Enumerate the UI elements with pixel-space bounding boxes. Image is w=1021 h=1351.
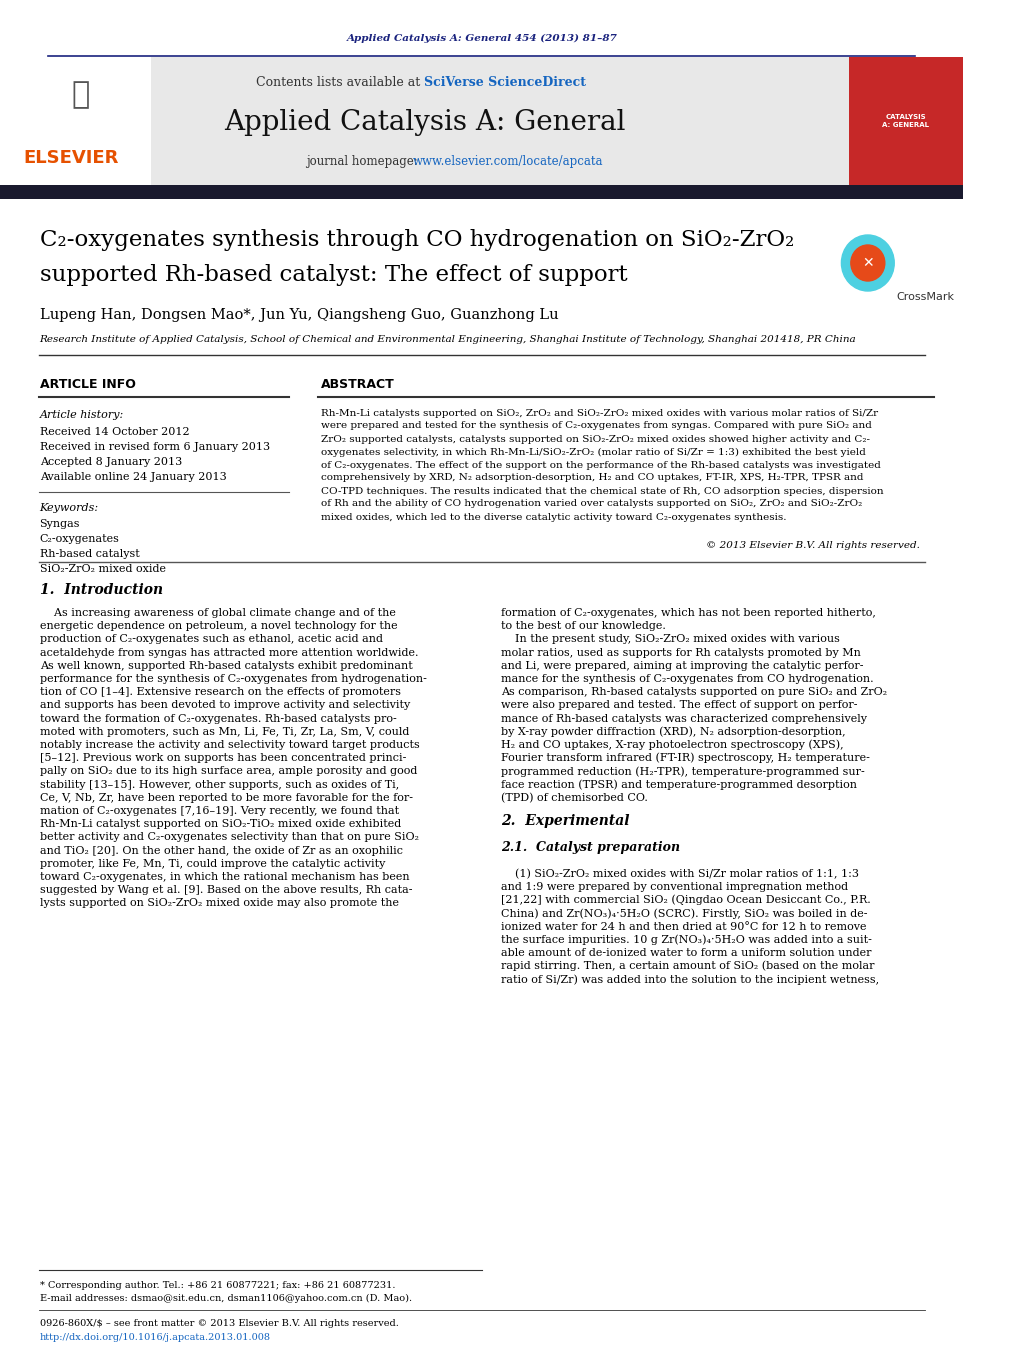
Text: Syngas: Syngas [40, 519, 80, 530]
Text: moted with promoters, such as Mn, Li, Fe, Ti, Zr, La, Sm, V, could: moted with promoters, such as Mn, Li, Fe… [40, 727, 409, 736]
Text: to the best of our knowledge.: to the best of our knowledge. [501, 621, 666, 631]
Text: were also prepared and tested. The effect of support on perfor-: were also prepared and tested. The effec… [501, 700, 858, 711]
Text: by X-ray powder diffraction (XRD), N₂ adsorption-desorption,: by X-ray powder diffraction (XRD), N₂ ad… [501, 727, 845, 738]
Text: C₂-oxygenates synthesis through CO hydrogenation on SiO₂-ZrO₂: C₂-oxygenates synthesis through CO hydro… [40, 230, 794, 251]
Text: http://dx.doi.org/10.1016/j.apcata.2013.01.008: http://dx.doi.org/10.1016/j.apcata.2013.… [40, 1333, 271, 1343]
Text: lysts supported on SiO₂-ZrO₂ mixed oxide may also promote the: lysts supported on SiO₂-ZrO₂ mixed oxide… [40, 898, 398, 908]
Text: CATALYSIS
A: GENERAL: CATALYSIS A: GENERAL [882, 115, 929, 128]
Text: oxygenates selectivity, in which Rh-Mn-Li/SiO₂-ZrO₂ (molar ratio of Si/Zr = 1:3): oxygenates selectivity, in which Rh-Mn-L… [321, 447, 866, 457]
Text: notably increase the activity and selectivity toward target products: notably increase the activity and select… [40, 740, 420, 750]
Text: comprehensively by XRD, N₂ adsorption-desorption, H₂ and CO uptakes, FT-IR, XPS,: comprehensively by XRD, N₂ adsorption-de… [321, 473, 863, 482]
Text: programmed reduction (H₂-TPR), temperature-programmed sur-: programmed reduction (H₂-TPR), temperatu… [501, 766, 865, 777]
Text: CrossMark: CrossMark [896, 292, 955, 303]
Text: ratio of Si/Zr) was added into the solution to the incipient wetness,: ratio of Si/Zr) was added into the solut… [501, 974, 879, 985]
Text: CO-TPD techniques. The results indicated that the chemical state of Rh, CO adsor: CO-TPD techniques. The results indicated… [321, 486, 883, 496]
Text: performance for the synthesis of C₂-oxygenates from hydrogenation-: performance for the synthesis of C₂-oxyg… [40, 674, 427, 684]
Text: Received 14 October 2012: Received 14 October 2012 [40, 427, 189, 436]
Text: Available online 24 January 2013: Available online 24 January 2013 [40, 471, 227, 482]
Text: SiO₂-ZrO₂ mixed oxide: SiO₂-ZrO₂ mixed oxide [40, 563, 165, 574]
Text: Article history:: Article history: [40, 409, 124, 420]
Text: 🌳: 🌳 [71, 81, 89, 109]
Text: 2.  Experimental: 2. Experimental [501, 815, 629, 828]
Circle shape [850, 245, 885, 281]
Text: and supports has been devoted to improve activity and selectivity: and supports has been devoted to improve… [40, 700, 409, 711]
Text: journal homepage:: journal homepage: [305, 154, 421, 168]
Text: stability [13–15]. However, other supports, such as oxides of Ti,: stability [13–15]. However, other suppor… [40, 780, 399, 789]
Text: better activity and C₂-oxygenates selectivity than that on pure SiO₂: better activity and C₂-oxygenates select… [40, 832, 419, 843]
Text: ✕: ✕ [862, 255, 874, 270]
Text: Rh-based catalyst: Rh-based catalyst [40, 549, 140, 559]
Text: E-mail addresses: dsmao@sit.edu.cn, dsman1106@yahoo.com.cn (D. Mao).: E-mail addresses: dsmao@sit.edu.cn, dsma… [40, 1293, 411, 1302]
Text: ELSEVIER: ELSEVIER [23, 149, 119, 168]
Text: and 1:9 were prepared by conventional impregnation method: and 1:9 were prepared by conventional im… [501, 882, 848, 892]
Text: formation of C₂-oxygenates, which has not been reported hitherto,: formation of C₂-oxygenates, which has no… [501, 608, 876, 617]
Text: As well known, supported Rh-based catalysts exhibit predominant: As well known, supported Rh-based cataly… [40, 661, 412, 671]
Text: ARTICLE INFO: ARTICLE INFO [40, 378, 136, 392]
Text: Keywords:: Keywords: [40, 503, 99, 513]
Text: ionized water for 24 h and then dried at 90°C for 12 h to remove: ionized water for 24 h and then dried at… [501, 921, 867, 932]
Text: Received in revised form 6 January 2013: Received in revised form 6 January 2013 [40, 442, 270, 453]
Text: Applied Catalysis A: General 454 (2013) 81–87: Applied Catalysis A: General 454 (2013) … [346, 34, 618, 43]
Text: Research Institute of Applied Catalysis, School of Chemical and Environmental En: Research Institute of Applied Catalysis,… [40, 335, 857, 345]
Text: the surface impurities. 10 g Zr(NO₃)₄·5H₂O was added into a suit-: the surface impurities. 10 g Zr(NO₃)₄·5H… [501, 935, 872, 946]
Text: 2.1.  Catalyst preparation: 2.1. Catalyst preparation [501, 840, 680, 854]
Text: (TPD) of chemisorbed CO.: (TPD) of chemisorbed CO. [501, 793, 647, 802]
Text: Lupeng Han, Dongsen Mao*, Jun Yu, Qiangsheng Guo, Guanzhong Lu: Lupeng Han, Dongsen Mao*, Jun Yu, Qiangs… [40, 308, 558, 322]
Text: Accepted 8 January 2013: Accepted 8 January 2013 [40, 457, 182, 467]
Text: * Corresponding author. Tel.: +86 21 60877221; fax: +86 21 60877231.: * Corresponding author. Tel.: +86 21 608… [40, 1281, 395, 1289]
Text: mance for the synthesis of C₂-oxygenates from CO hydrogenation.: mance for the synthesis of C₂-oxygenates… [501, 674, 874, 684]
Text: acetaldehyde from syngas has attracted more attention worldwide.: acetaldehyde from syngas has attracted m… [40, 647, 419, 658]
Text: of Rh and the ability of CO hydrogenation varied over catalysts supported on SiO: of Rh and the ability of CO hydrogenatio… [321, 500, 862, 508]
Text: mation of C₂-oxygenates [7,16–19]. Very recently, we found that: mation of C₂-oxygenates [7,16–19]. Very … [40, 807, 399, 816]
Text: (1) SiO₂-ZrO₂ mixed oxides with Si/Zr molar ratios of 1:1, 1:3: (1) SiO₂-ZrO₂ mixed oxides with Si/Zr mo… [501, 869, 859, 880]
Text: suggested by Wang et al. [9]. Based on the above results, Rh cata-: suggested by Wang et al. [9]. Based on t… [40, 885, 412, 896]
Text: H₂ and CO uptakes, X-ray photoelectron spectroscopy (XPS),: H₂ and CO uptakes, X-ray photoelectron s… [501, 740, 843, 750]
Text: supported Rh-based catalyst: The effect of support: supported Rh-based catalyst: The effect … [40, 263, 627, 286]
Text: of C₂-oxygenates. The effect of the support on the performance of the Rh-based c: of C₂-oxygenates. The effect of the supp… [321, 461, 880, 470]
Text: mixed oxides, which led to the diverse catalytic activity toward C₂-oxygenates s: mixed oxides, which led to the diverse c… [321, 512, 786, 521]
Bar [0, 185, 963, 199]
Text: Rh-Mn-Li catalysts supported on SiO₂, ZrO₂ and SiO₂-ZrO₂ mixed oxides with vario: Rh-Mn-Li catalysts supported on SiO₂, Zr… [321, 408, 878, 417]
Text: able amount of de-ionized water to form a uniform solution under: able amount of de-ionized water to form … [501, 948, 871, 958]
Text: In the present study, SiO₂-ZrO₂ mixed oxides with various: In the present study, SiO₂-ZrO₂ mixed ox… [501, 635, 839, 644]
Text: and Li, were prepared, aiming at improving the catalytic perfor-: and Li, were prepared, aiming at improvi… [501, 661, 864, 671]
Text: [5–12]. Previous work on supports has been concentrated princi-: [5–12]. Previous work on supports has be… [40, 754, 406, 763]
Text: Contents lists available at: Contents lists available at [256, 77, 425, 89]
Text: energetic dependence on petroleum, a novel technology for the: energetic dependence on petroleum, a nov… [40, 621, 397, 631]
Bar [0, 57, 849, 185]
Text: China) and Zr(NO₃)₄·5H₂O (SCRC). Firstly, SiO₂ was boiled in de-: China) and Zr(NO₃)₄·5H₂O (SCRC). Firstly… [501, 908, 868, 919]
Text: mance of Rh-based catalysts was characterized comprehensively: mance of Rh-based catalysts was characte… [501, 713, 867, 724]
Text: © 2013 Elsevier B.V. All rights reserved.: © 2013 Elsevier B.V. All rights reserved… [706, 540, 920, 550]
Text: Applied Catalysis A: General: Applied Catalysis A: General [224, 109, 625, 136]
Text: As increasing awareness of global climate change and of the: As increasing awareness of global climat… [40, 608, 395, 617]
Text: toward the formation of C₂-oxygenates. Rh-based catalysts pro-: toward the formation of C₂-oxygenates. R… [40, 713, 396, 724]
Text: SciVerse ScienceDirect: SciVerse ScienceDirect [425, 77, 586, 89]
Text: www.elsevier.com/locate/apcata: www.elsevier.com/locate/apcata [414, 154, 603, 168]
Text: rapid stirring. Then, a certain amount of SiO₂ (based on the molar: rapid stirring. Then, a certain amount o… [501, 961, 874, 971]
Bar [849, 57, 963, 185]
Text: ABSTRACT: ABSTRACT [321, 378, 394, 392]
Text: [21,22] with commercial SiO₂ (Qingdao Ocean Desiccant Co., P.R.: [21,22] with commercial SiO₂ (Qingdao Oc… [501, 894, 871, 905]
Text: 0926-860X/$ – see front matter © 2013 Elsevier B.V. All rights reserved.: 0926-860X/$ – see front matter © 2013 El… [40, 1319, 398, 1328]
Text: production of C₂-oxygenates such as ethanol, acetic acid and: production of C₂-oxygenates such as etha… [40, 635, 383, 644]
Circle shape [841, 235, 894, 290]
Text: and TiO₂ [20]. On the other hand, the oxide of Zr as an oxophilic: and TiO₂ [20]. On the other hand, the ox… [40, 846, 402, 855]
Text: tion of CO [1–4]. Extensive research on the effects of promoters: tion of CO [1–4]. Extensive research on … [40, 688, 400, 697]
Text: face reaction (TPSR) and temperature-programmed desorption: face reaction (TPSR) and temperature-pro… [501, 780, 857, 790]
Text: promoter, like Fe, Mn, Ti, could improve the catalytic activity: promoter, like Fe, Mn, Ti, could improve… [40, 859, 385, 869]
Text: Rh-Mn-Li catalyst supported on SiO₂-TiO₂ mixed oxide exhibited: Rh-Mn-Li catalyst supported on SiO₂-TiO₂… [40, 819, 401, 830]
Text: Fourier transform infrared (FT-IR) spectroscopy, H₂ temperature-: Fourier transform infrared (FT-IR) spect… [501, 753, 870, 763]
Text: pally on SiO₂ due to its high surface area, ample porosity and good: pally on SiO₂ due to its high surface ar… [40, 766, 417, 777]
Text: Ce, V, Nb, Zr, have been reported to be more favorable for the for-: Ce, V, Nb, Zr, have been reported to be … [40, 793, 412, 802]
Text: were prepared and tested for the synthesis of C₂-oxygenates from syngas. Compare: were prepared and tested for the synthes… [321, 422, 872, 431]
Text: molar ratios, used as supports for Rh catalysts promoted by Mn: molar ratios, used as supports for Rh ca… [501, 647, 861, 658]
Text: C₂-oxygenates: C₂-oxygenates [40, 534, 119, 544]
Text: toward C₂-oxygenates, in which the rational mechanism has been: toward C₂-oxygenates, in which the ratio… [40, 871, 409, 882]
Text: ZrO₂ supported catalysts, catalysts supported on SiO₂-ZrO₂ mixed oxides showed h: ZrO₂ supported catalysts, catalysts supp… [321, 435, 870, 443]
Bar [0, 57, 151, 185]
Text: 1.  Introduction: 1. Introduction [40, 584, 162, 597]
Text: As comparison, Rh-based catalysts supported on pure SiO₂ and ZrO₂: As comparison, Rh-based catalysts suppor… [501, 688, 887, 697]
